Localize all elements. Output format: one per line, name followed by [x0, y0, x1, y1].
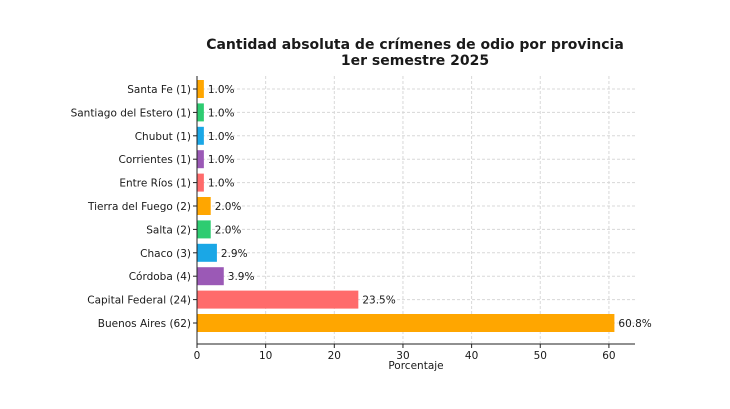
bar-value-label: 3.9% [228, 271, 255, 283]
category-label: Chaco (3) [140, 248, 191, 260]
category-label: Buenos Aires (62) [98, 318, 191, 330]
chart-title: Cantidad absoluta de crímenes de odio po… [206, 37, 624, 53]
category-label: Salta (2) [146, 224, 191, 236]
bar-value-label: 1.0% [208, 84, 235, 96]
value-labels: 1.0% 1.0% 1.0% 1.0% 1.0% 2.0% 2.0% 2.9% 3.9% 23.5… [208, 84, 652, 330]
bar-value-label: 1.0% [208, 178, 235, 190]
x-axis: 0 10 20 30 40 50 60 [193, 76, 635, 362]
bar [197, 290, 359, 309]
category-label: Chubut (1) [135, 131, 191, 143]
bars [197, 80, 615, 332]
bar-value-label: 2.0% [215, 201, 242, 213]
bar [197, 103, 204, 122]
bar [197, 243, 217, 262]
x-tick-label: 30 [396, 350, 409, 362]
category-label: Corrientes (1) [119, 154, 192, 166]
bar [197, 267, 224, 286]
x-axis-label: Porcentaje [388, 360, 443, 372]
bar-value-label: 60.8% [618, 318, 651, 330]
category-label: Tierra del Fuego (2) [87, 201, 191, 213]
bar-value-label: 2.0% [215, 224, 242, 236]
x-tick-label: 20 [328, 350, 341, 362]
bar-value-label: 1.0% [208, 107, 235, 119]
category-labels: Santa Fe (1) Santiago del Estero (1) Chubu… [71, 84, 191, 330]
bar [197, 220, 211, 239]
x-tick-label: 40 [465, 350, 478, 362]
chart-subtitle: 1er semestre 2025 [341, 53, 489, 69]
x-tick-label: 0 [194, 350, 201, 362]
x-tick-label: 60 [602, 350, 615, 362]
category-label: Entre Ríos (1) [119, 178, 191, 190]
category-label: Capital Federal (24) [87, 295, 191, 307]
bar [197, 80, 204, 98]
bar [197, 150, 204, 169]
category-label: Santa Fe (1) [127, 84, 191, 96]
bar-value-label: 1.0% [208, 154, 235, 166]
category-label: Santiago del Estero (1) [71, 107, 191, 119]
bar-value-label: 2.9% [221, 248, 248, 260]
bar [197, 173, 204, 192]
bar [197, 314, 615, 332]
bar [197, 126, 204, 145]
category-label: Córdoba (4) [129, 271, 191, 283]
bar [197, 197, 211, 215]
x-tick-label: 50 [534, 350, 547, 362]
bar-value-label: 23.5% [362, 295, 395, 307]
bar-value-label: 1.0% [208, 131, 235, 143]
x-tick-label: 10 [259, 350, 272, 362]
